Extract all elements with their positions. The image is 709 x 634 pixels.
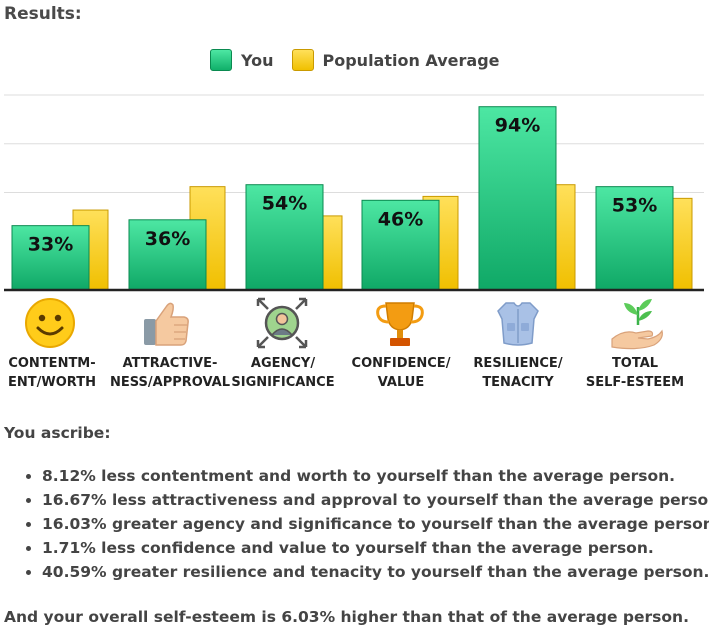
legend-label-population: Population Average (322, 50, 500, 70)
bar-value-label: 53% (612, 195, 657, 217)
bar-you (595, 186, 674, 291)
category-label-line: AGENCY/ (250, 356, 316, 371)
finding-item: 8.12% less contentment and worth to your… (42, 464, 709, 488)
category-label-line: VALUE (377, 375, 425, 390)
results-heading: Results: (4, 4, 82, 24)
category-label-line: SIGNIFICANCE (231, 375, 335, 390)
bar-value-label: 36% (145, 228, 190, 250)
bar-value-label: 54% (262, 193, 307, 215)
bar-chart: 33% 36% 54% 46% 94% 53% (4, 94, 704, 292)
category-label-attractiveness: ATTRACTIVE- NESS/APPROVAL (107, 354, 233, 392)
legend-swatch-population (291, 49, 314, 71)
category-label-resilience: RESILIENCE/ TENACITY (458, 354, 578, 392)
category-label-total: TOTAL SELF-ESTEEM (575, 354, 695, 392)
bar-value-label: 94% (495, 115, 540, 137)
ascribe-title: You ascribe: (4, 424, 111, 442)
category-label-confidence: CONFIDENCE/ VALUE (341, 354, 461, 392)
bar-you (11, 225, 90, 291)
legend-label-you: You (241, 50, 274, 70)
legend-swatch-you (210, 49, 232, 71)
bar-you (361, 199, 440, 291)
category-label-contentment: CONTENTM- ENT/WORTH (0, 354, 112, 392)
category-label-line: CONFIDENCE/ (351, 356, 451, 371)
chart-legend: You Population Average (210, 48, 518, 72)
finding-item: 16.03% greater agency and significance t… (42, 512, 709, 536)
bar-value-label: 46% (378, 208, 423, 230)
armor-vest-icon (497, 302, 539, 346)
bar-value-label: 33% (28, 234, 73, 256)
legend-item-population: Population Average (291, 49, 500, 71)
trophy-icon (376, 302, 424, 346)
smiley-face-icon (25, 298, 75, 348)
bar-you (478, 106, 557, 291)
category-label-agency: AGENCY/ SIGNIFICANCE (225, 354, 341, 392)
category-label-line: ENT/WORTH (8, 375, 96, 390)
category-label-line: NESS/APPROVAL (109, 375, 230, 390)
category-label-line: RESILIENCE/ (473, 356, 563, 371)
plant-in-hand-icon (611, 299, 663, 350)
finding-item: 16.67% less attractiveness and approval … (42, 488, 709, 512)
legend-item-you: You (210, 49, 274, 71)
findings-list: 8.12% less contentment and worth to your… (24, 464, 709, 584)
thumbs-up-icon (144, 302, 189, 346)
finding-item: 40.59% greater resilience and tenacity t… (42, 560, 709, 584)
category-label-line: ATTRACTIVE- (122, 356, 218, 371)
overall-summary: And your overall self-esteem is 6.03% hi… (4, 608, 689, 626)
category-label-line: TOTAL (611, 356, 659, 371)
category-label-line: SELF-ESTEEM (585, 375, 685, 390)
person-target-icon (256, 297, 308, 349)
category-label-line: CONTENTM- (8, 356, 96, 371)
category-label-line: TENACITY (482, 375, 554, 390)
finding-item: 1.71% less confidence and value to yours… (42, 536, 709, 560)
